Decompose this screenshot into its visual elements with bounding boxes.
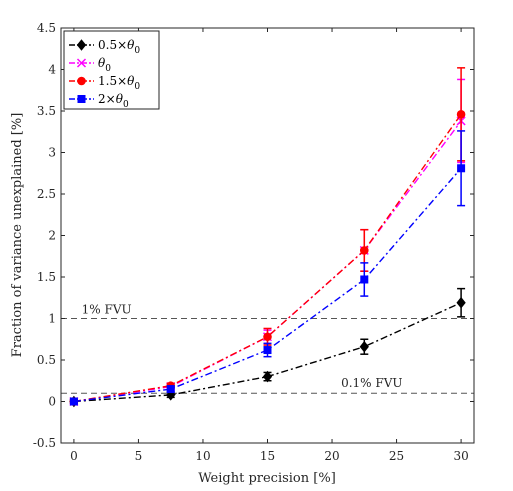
data-point: [263, 346, 272, 355]
x-axis-label: Weight precision [%]: [198, 471, 336, 486]
y-tick-label: 0: [48, 395, 56, 409]
y-tick-label: -0.5: [33, 436, 56, 450]
y-tick-label: 3: [48, 146, 56, 160]
x-tick-label: 20: [324, 449, 339, 463]
reference-lines: 1% FVU 0.1% FVU: [61, 303, 474, 394]
y-tick-label: 2.5: [37, 187, 56, 201]
x-tick-label: 10: [195, 449, 210, 463]
data-point: [360, 275, 369, 284]
x-tick-label: 30: [453, 449, 468, 463]
data-point: [69, 397, 78, 406]
y-tick-label: 4.5: [37, 21, 56, 35]
y-tick-label: 1.5: [37, 270, 56, 284]
legend-entry-label: 0.5×θ0: [98, 38, 140, 56]
data-point: [166, 385, 175, 394]
y-tick-label: 1: [48, 312, 56, 326]
legend-entry-label: 1.5×θ0: [98, 74, 140, 92]
data-point: [359, 246, 369, 255]
y-tick-label: 0.5: [37, 353, 56, 367]
legend-entry-label: θ0: [98, 56, 111, 74]
x-tick-label: 5: [135, 449, 143, 463]
x-tick-label: 25: [389, 449, 404, 463]
reference-line-label: 0.1% FVU: [341, 376, 402, 390]
series-layer: [69, 67, 466, 408]
data-point: [359, 340, 369, 353]
y-axis-label: Fraction of variance unexplained [%]: [10, 113, 25, 358]
x-tick-label: 15: [260, 449, 275, 463]
legend-entry-label: 2×θ0: [98, 92, 129, 110]
series-3: [69, 130, 466, 406]
y-tick-label: 4: [48, 63, 56, 77]
legend-marker: [76, 58, 87, 68]
y-tick-label: 2: [48, 229, 56, 243]
data-point: [262, 370, 273, 383]
data-point: [456, 296, 466, 309]
y-tick-label: 3.5: [37, 104, 56, 118]
x-tick-label: 0: [70, 449, 78, 463]
data-point: [263, 332, 272, 342]
reference-line-label: 1% FVU: [82, 303, 132, 317]
legend-marker: [77, 95, 86, 103]
axis-ticks: 0 5 10 15 20 25 30 -0.5 0 0.5 1 1.5 2 2.5 3 3.5 4 4.5: [33, 21, 474, 463]
data-point: [456, 110, 466, 119]
legend-marker: [77, 76, 86, 86]
legend-marker: [76, 39, 87, 51]
data-point: [457, 164, 466, 173]
